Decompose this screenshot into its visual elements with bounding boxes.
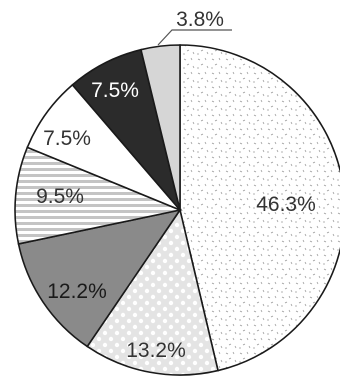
slice-label-2: 13.2%: [126, 339, 186, 362]
pie-slice-1: [179, 44, 340, 372]
pie-slice-7: [140, 44, 181, 211]
pie-slice-4: [14, 146, 183, 245]
pie-slice-3: [17, 208, 182, 348]
pie-slice-2: [86, 208, 219, 376]
slice-label-3: 12.2%: [47, 280, 107, 303]
slice-label-5: 7.5%: [43, 127, 91, 150]
leader-line-slice-7: [157, 29, 232, 46]
slice-label-1: 46.3%: [256, 193, 316, 216]
slice-label-7: 3.8%: [176, 8, 224, 31]
slice-label-4: 9.5%: [36, 185, 84, 208]
slice-label-6: 7.5%: [91, 79, 139, 102]
